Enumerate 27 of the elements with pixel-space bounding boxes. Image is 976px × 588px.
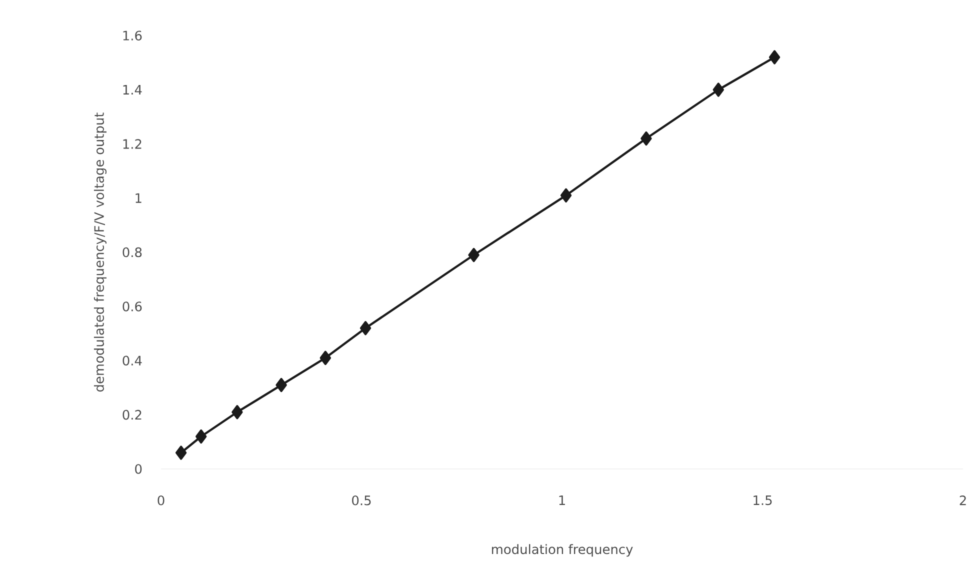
y-tick-label: 1.6 xyxy=(123,30,142,40)
y-axis-title: demodulated frequency/F/V voltage output xyxy=(94,112,106,392)
y-tick-label: 0.6 xyxy=(122,302,142,312)
point xyxy=(640,131,652,146)
x-tick-label: 2 xyxy=(960,496,966,506)
point xyxy=(768,50,780,64)
y-tick-label: 1.4 xyxy=(123,85,142,94)
y-tick-label: 0.4 xyxy=(122,356,142,366)
x-tick-label: 0 xyxy=(158,496,164,506)
point xyxy=(712,82,724,97)
point xyxy=(196,429,207,444)
point xyxy=(320,350,332,366)
y-tick-label: 1 xyxy=(136,193,142,203)
point xyxy=(276,378,287,392)
y-tick-label: 0.2 xyxy=(122,410,142,420)
point xyxy=(360,321,372,336)
x-tick-label: 1.5 xyxy=(754,496,772,506)
x-tick-label: 1 xyxy=(559,496,565,505)
y-tick-label: 1.2 xyxy=(123,139,142,149)
x-axis-title: modulation frequency xyxy=(492,544,633,557)
x-tick-label: 0.5 xyxy=(352,496,371,506)
point xyxy=(560,188,572,202)
point xyxy=(468,248,480,262)
point xyxy=(175,446,187,460)
y-tick-label: 0 xyxy=(135,464,142,474)
y-tick-label: 0.8 xyxy=(122,247,142,258)
point xyxy=(232,405,243,420)
